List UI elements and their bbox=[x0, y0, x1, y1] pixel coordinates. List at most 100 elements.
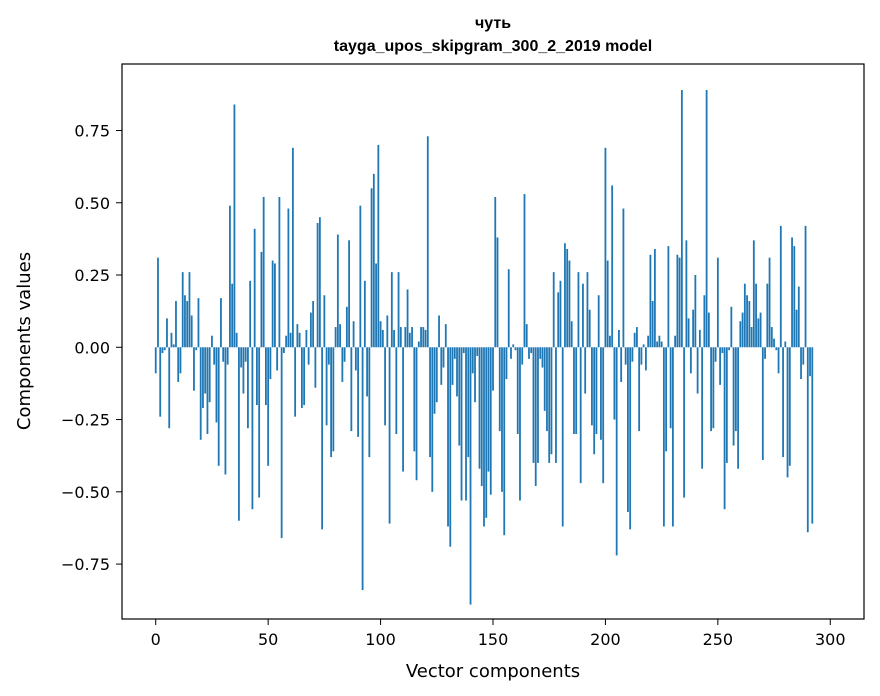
bar bbox=[802, 347, 805, 365]
y-axis-ticks: −0.75 −0.50 −0.25 0.00 0.25 0.50 0.75 bbox=[61, 121, 122, 574]
bar bbox=[287, 208, 290, 348]
bar bbox=[782, 347, 784, 458]
bar bbox=[748, 301, 751, 348]
bar bbox=[676, 254, 679, 348]
bar bbox=[312, 301, 315, 348]
bar bbox=[177, 347, 180, 382]
bar bbox=[381, 329, 384, 348]
bar bbox=[363, 280, 366, 348]
bar bbox=[202, 347, 204, 408]
bar bbox=[570, 321, 573, 348]
bar bbox=[750, 327, 753, 348]
bar bbox=[453, 347, 456, 359]
bar bbox=[170, 332, 173, 348]
bar bbox=[390, 272, 393, 348]
bar bbox=[514, 347, 517, 351]
bar bbox=[251, 347, 254, 510]
bar bbox=[622, 208, 625, 348]
bar bbox=[188, 272, 191, 348]
bar bbox=[352, 321, 355, 348]
bar bbox=[561, 347, 564, 527]
bar bbox=[422, 327, 425, 348]
bar bbox=[698, 329, 701, 348]
bar bbox=[586, 272, 589, 348]
bar bbox=[195, 347, 198, 351]
y-tick-label: 0.50 bbox=[74, 194, 110, 213]
bar bbox=[258, 347, 261, 498]
bar bbox=[528, 347, 530, 359]
bar bbox=[249, 280, 252, 348]
bar bbox=[242, 347, 245, 394]
bar bbox=[667, 246, 670, 348]
bar bbox=[615, 347, 618, 556]
bar bbox=[609, 335, 611, 348]
chart-title-word: чуть bbox=[475, 15, 511, 32]
bar bbox=[334, 327, 337, 348]
bar bbox=[683, 347, 686, 498]
bar bbox=[505, 347, 508, 380]
bar bbox=[467, 347, 470, 458]
bar bbox=[159, 347, 162, 417]
bar bbox=[541, 347, 544, 368]
bar bbox=[327, 347, 330, 365]
bar bbox=[728, 347, 730, 351]
bar bbox=[211, 335, 213, 348]
bar bbox=[759, 312, 762, 348]
bar bbox=[604, 147, 607, 348]
bar bbox=[516, 347, 519, 434]
bar bbox=[734, 347, 737, 432]
bar bbox=[186, 301, 189, 348]
bar bbox=[730, 306, 733, 348]
bar bbox=[357, 347, 359, 437]
bar bbox=[476, 347, 479, 356]
bar bbox=[336, 234, 339, 348]
bar bbox=[687, 318, 690, 348]
bar bbox=[795, 309, 798, 348]
bar bbox=[575, 347, 578, 434]
bar bbox=[168, 347, 171, 429]
bar bbox=[703, 295, 706, 348]
bar bbox=[487, 347, 490, 472]
bar bbox=[557, 292, 560, 348]
bar bbox=[555, 347, 557, 463]
bar bbox=[314, 347, 317, 388]
bar bbox=[757, 318, 760, 348]
bar bbox=[199, 347, 202, 440]
bar bbox=[669, 347, 672, 429]
bar bbox=[597, 295, 600, 348]
bar bbox=[620, 347, 623, 382]
bar bbox=[653, 249, 656, 348]
bar bbox=[429, 347, 431, 458]
bar bbox=[501, 347, 503, 492]
bar bbox=[285, 335, 288, 348]
bar bbox=[325, 347, 328, 426]
plot-frame bbox=[121, 63, 865, 620]
bar bbox=[770, 327, 773, 348]
x-tick-label: 100 bbox=[365, 630, 396, 649]
bar bbox=[341, 347, 344, 382]
bar bbox=[552, 272, 555, 348]
bar bbox=[534, 347, 537, 487]
chart-title-model: tayga_upos_skipgram_300_2_2019 model bbox=[334, 38, 652, 55]
bar bbox=[595, 347, 598, 434]
bar bbox=[435, 347, 438, 403]
bar bbox=[692, 309, 695, 348]
bar bbox=[424, 329, 427, 348]
bar bbox=[658, 335, 661, 348]
bar bbox=[244, 347, 247, 362]
bar bbox=[321, 347, 324, 530]
bar bbox=[276, 347, 279, 371]
bar bbox=[462, 347, 465, 354]
bar bbox=[323, 295, 326, 348]
bar bbox=[640, 347, 643, 365]
bar bbox=[406, 289, 409, 348]
bar bbox=[793, 246, 796, 348]
bar bbox=[584, 347, 587, 394]
bar bbox=[440, 347, 443, 385]
bar bbox=[354, 347, 357, 371]
bar bbox=[624, 347, 627, 365]
bar bbox=[593, 347, 596, 455]
bar bbox=[265, 347, 267, 406]
bar bbox=[671, 347, 674, 527]
